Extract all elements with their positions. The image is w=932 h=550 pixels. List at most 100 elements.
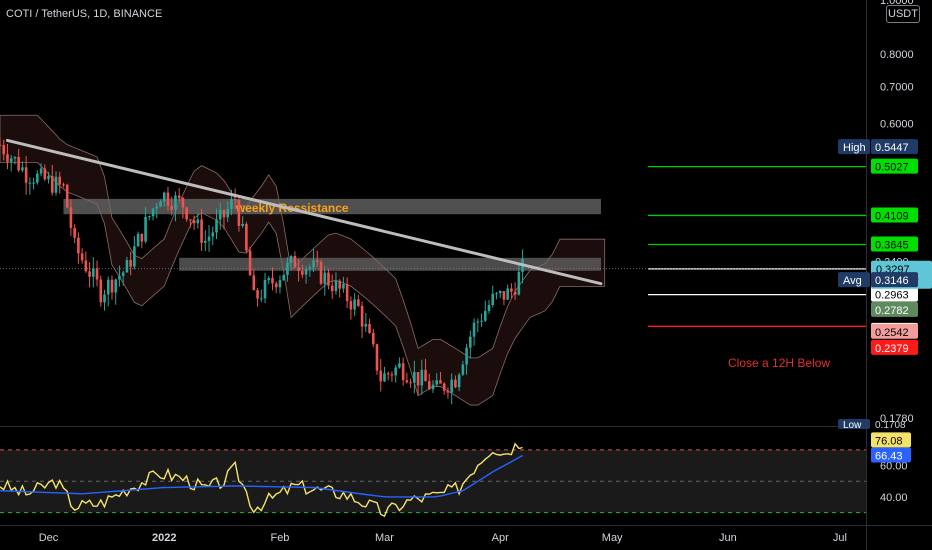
level-axis-label: 0.3645 [875, 239, 909, 251]
candle-body [409, 382, 412, 384]
close-below-note: Close a 12H Below [728, 356, 830, 370]
candle-body [2, 145, 6, 155]
candle-body [133, 246, 136, 267]
time-tick-label: May [602, 532, 623, 544]
level-axis-label-bg [871, 236, 918, 252]
candle-body [271, 278, 274, 284]
candle-body [353, 299, 356, 310]
avg-tag: Avg [843, 275, 862, 287]
candle-body [289, 256, 293, 263]
extra-axis-label: 0.2379 [875, 343, 909, 355]
candle-body [207, 236, 211, 241]
candle-body [465, 347, 468, 365]
rsi-ma-line [0, 454, 523, 498]
candle-body [424, 369, 427, 382]
candle-body [439, 380, 442, 384]
candle-body [345, 284, 349, 302]
candle-body [386, 373, 390, 375]
price-tick-label: 0.8000 [880, 49, 914, 61]
candle-body [62, 184, 65, 186]
candle-body [110, 279, 114, 293]
low-tag: Low [843, 420, 862, 431]
candle-body [99, 279, 103, 303]
currency-selector[interactable]: USDT [886, 5, 920, 23]
candle-body [360, 305, 364, 327]
candle-body [263, 280, 267, 299]
candle-body [237, 200, 241, 226]
candle-body [256, 290, 259, 299]
extra-axis-label-bg [871, 339, 918, 355]
candle-body [245, 223, 248, 251]
candle-body [323, 272, 327, 284]
candle-body [495, 293, 498, 295]
candle-body [58, 176, 62, 185]
candle-body [21, 167, 24, 171]
candle-body [435, 380, 439, 385]
level-axis-label: 0.5027 [875, 162, 909, 174]
candle-body [6, 154, 9, 162]
candle-body [136, 233, 140, 247]
level-axis-label: 0.2963 [875, 290, 909, 302]
high-value-bg [871, 139, 918, 155]
candle-body [282, 274, 285, 281]
candle-body [498, 291, 502, 294]
candle-body [148, 216, 151, 218]
candle-body [446, 390, 450, 393]
avg-value-bg [871, 272, 918, 288]
price-tick-label: 0.7000 [880, 81, 914, 93]
candle-body [155, 206, 159, 209]
extra-axis-label: 0.2782 [875, 305, 909, 317]
time-tick-label: Feb [270, 532, 289, 544]
candle-body [140, 233, 144, 242]
candle-body [28, 182, 32, 184]
candle-body [215, 219, 218, 233]
candle-body [125, 260, 129, 273]
candle-body [297, 267, 300, 272]
price-tick-label: 0.6000 [880, 119, 914, 131]
rsi-tick-label: 60.00 [880, 461, 908, 473]
avg-tag-bg [838, 272, 870, 288]
candle-body [349, 301, 353, 310]
candle-body [491, 293, 495, 306]
candle-body [159, 201, 162, 207]
candle-body [39, 168, 43, 174]
candle-body [480, 320, 483, 322]
avg-value: 0.3146 [875, 275, 909, 287]
candle-body [469, 336, 472, 348]
candle-body [398, 363, 401, 368]
candle-body [510, 288, 513, 292]
candle-body [252, 275, 256, 291]
level-axis-label: 0.4109 [875, 210, 909, 222]
candle-body [162, 192, 166, 202]
candle-body [106, 279, 110, 295]
level-axis-label-bg [871, 286, 918, 302]
candle-body [170, 205, 174, 210]
candle-body [506, 288, 509, 300]
candle-body [92, 268, 95, 277]
candle-body [174, 195, 177, 210]
candle-body [308, 267, 312, 270]
candle-body [103, 294, 106, 303]
rsi-ma-current-bg [871, 447, 911, 463]
candle-body [129, 260, 132, 267]
candle-body [405, 380, 409, 383]
candle-body [472, 322, 476, 337]
candle-body [327, 272, 330, 286]
high-tag-bg [838, 139, 870, 155]
candle-body [0, 144, 2, 146]
candle-body [342, 284, 345, 289]
candle-body [226, 208, 229, 218]
time-tick-label: 2022 [152, 532, 176, 544]
candle-body [233, 199, 237, 201]
candle-body [114, 279, 118, 293]
candle-body [420, 369, 424, 386]
candle-body [13, 157, 17, 159]
candle-body [73, 227, 76, 238]
rsi-tick-label: 40.00 [880, 492, 908, 504]
candle-body [368, 323, 371, 333]
candle-body [200, 219, 203, 243]
candle-body [177, 195, 181, 198]
candle-body [390, 374, 394, 376]
extra-axis-label: 0.2542 [875, 327, 909, 339]
